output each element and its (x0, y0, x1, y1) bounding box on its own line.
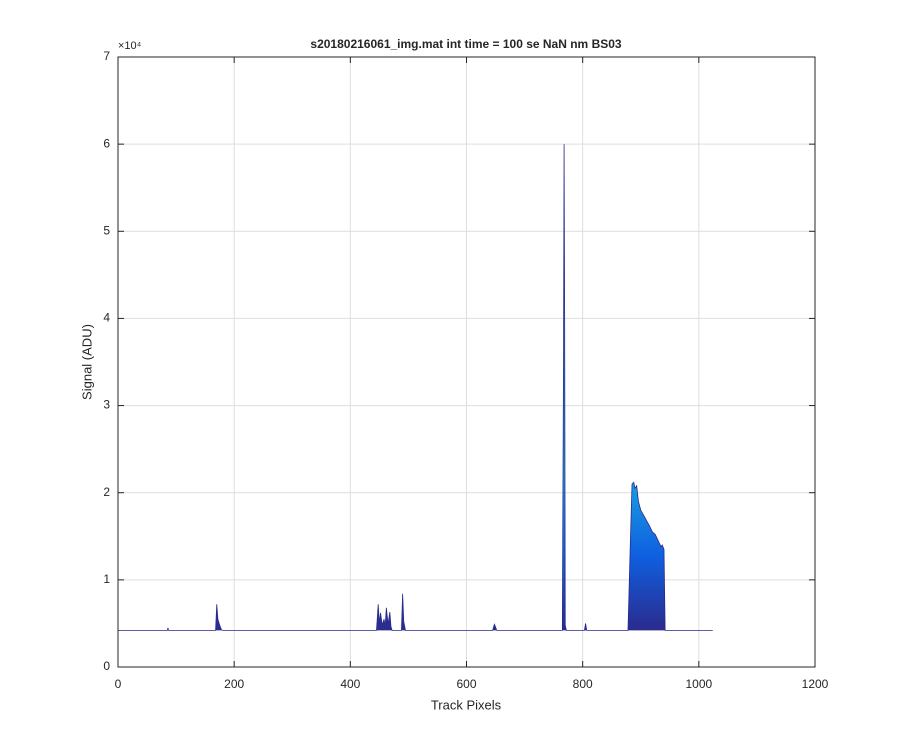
x-tick-label: 200 (224, 677, 244, 691)
x-axis-label: Track Pixels (431, 697, 502, 712)
y-tick-label: 4 (103, 311, 110, 325)
x-tick-label: 0 (115, 677, 122, 691)
x-tick-label: 600 (456, 677, 476, 691)
x-tick-label: 1200 (802, 677, 829, 691)
y-exponent: ×10⁴ (118, 40, 142, 52)
x-tick-label: 1000 (685, 677, 712, 691)
line (118, 144, 713, 631)
x-tick-label: 800 (573, 677, 593, 691)
y-tick-label: 6 (103, 136, 110, 150)
y-axis-label: Signal (ADU) (79, 324, 94, 400)
x-tick-label: 400 (340, 677, 360, 691)
y-tick-label: 1 (103, 572, 110, 586)
y-tick-label: 2 (103, 485, 110, 499)
chart-title: s20180216061_img.mat int time = 100 se N… (310, 37, 622, 51)
y-tick-label: 5 (103, 223, 110, 237)
y-tick-label: 7 (103, 49, 110, 63)
y-tick-label: 0 (103, 659, 110, 673)
y-tick-label: 3 (103, 398, 110, 412)
